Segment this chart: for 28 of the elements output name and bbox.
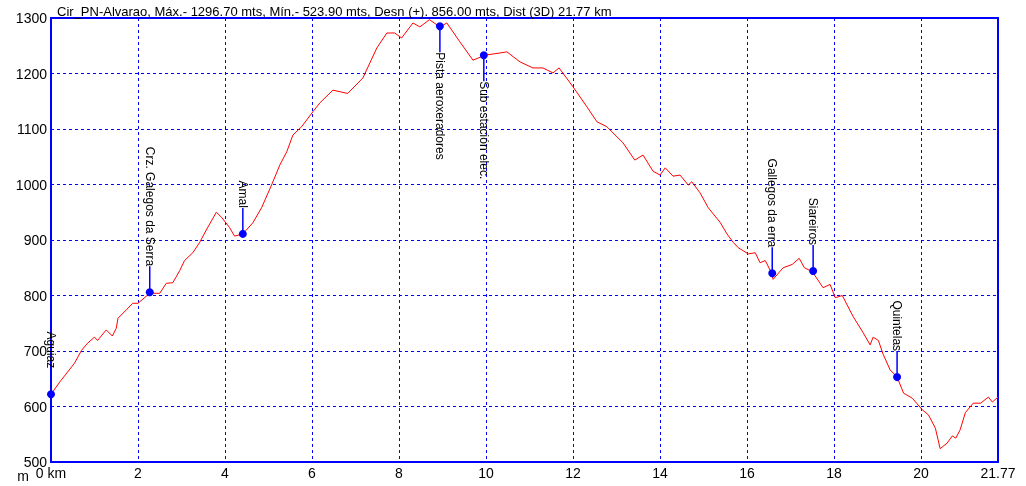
y-tick-label: 800 xyxy=(23,287,48,304)
x-tick-label: 6 xyxy=(308,465,317,481)
annotation: Quintelas xyxy=(890,300,905,352)
annotation: Pista aeroxeradores xyxy=(432,52,447,160)
x-tick-label: 21.77 xyxy=(980,465,1016,481)
x-tick-label: 2 xyxy=(134,465,143,481)
y-tick-label: 1000 xyxy=(15,176,48,193)
x-tick-label: 12 xyxy=(565,465,581,481)
y-tick-label: 1200 xyxy=(15,65,48,82)
y-axis-title: m xyxy=(17,467,29,484)
y-tick-label: 500 xyxy=(23,454,48,470)
y-tick-label: 1100 xyxy=(16,121,48,137)
annotation: Crz. Galegos da Serra xyxy=(142,146,157,267)
x-tick-label: 14 xyxy=(652,465,668,481)
x-tick-label: 10 xyxy=(478,465,494,481)
y-tick-label: 1300 xyxy=(15,10,48,26)
x-tick-label: 20 xyxy=(913,465,929,481)
annotation: Sub estación elec. xyxy=(476,81,491,180)
y-tick-label: 900 xyxy=(23,232,48,248)
annotation: Gallegos da erra xyxy=(765,158,780,248)
x-tick-label: 16 xyxy=(739,465,755,481)
x-tick-label: 18 xyxy=(826,465,842,481)
annotation: Siareiros xyxy=(806,197,821,246)
chart-title: Cir_PN-Alvarao, Máx.- 1296.70 mts, Mín.- 523.90 mts, Desn (+). 856.00 mts, Dist (3D) 21.77 km xyxy=(57,4,612,19)
y-tick-label: 600 xyxy=(23,398,48,415)
x-tick-label: 8 xyxy=(395,465,404,481)
annotation: Amal xyxy=(235,180,250,208)
x-tick-label: 4 xyxy=(221,465,230,481)
